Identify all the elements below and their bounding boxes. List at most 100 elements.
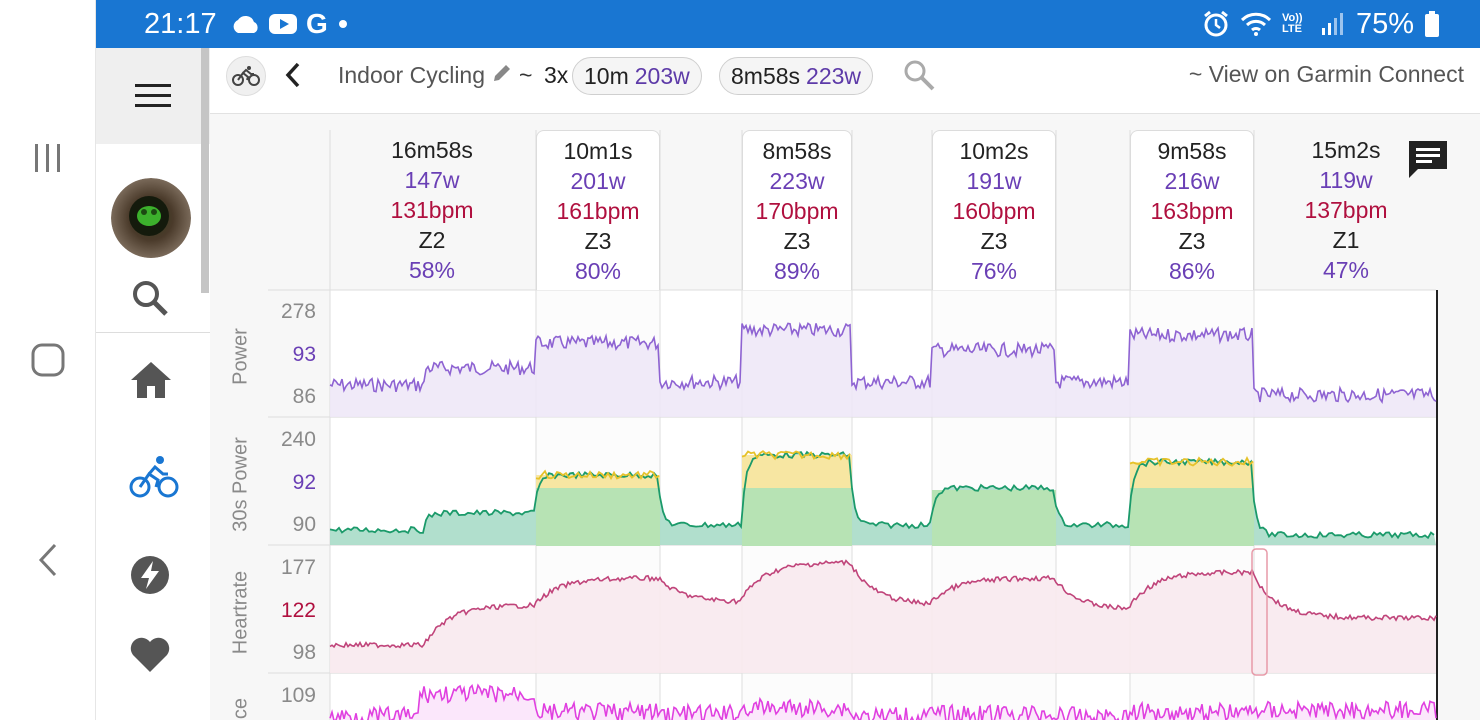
sidebar-divider	[96, 332, 210, 333]
interval-duration: 8m58s	[762, 138, 832, 164]
panel-label-cadence: ce	[229, 697, 252, 720]
interval-power: 119w	[1319, 167, 1373, 193]
dot-icon	[338, 20, 347, 28]
bolt-icon	[131, 556, 169, 594]
header-search-button[interactable]	[902, 58, 936, 97]
status-left-icons: G	[230, 8, 350, 39]
interval-heartrate: 170bpm	[755, 198, 839, 224]
back-nav-icon[interactable]	[0, 540, 96, 580]
interval-percent: 89%	[773, 258, 821, 284]
garmin-connect-link[interactable]: ~ View on Garmin Connect	[1188, 61, 1464, 87]
google-icon: G	[306, 8, 328, 39]
interval-heartrate: 137bpm	[1304, 197, 1388, 223]
interval-heartrate: 163bpm	[1150, 198, 1234, 224]
status-right-icons: Vo)) LTE 75%	[1202, 8, 1440, 40]
interval-heartrate: 160bpm	[952, 198, 1036, 224]
activity-title[interactable]: Indoor Cycling	[338, 62, 486, 88]
heartrate-selection-marker	[1251, 548, 1268, 676]
app-sidebar	[96, 48, 210, 720]
search-icon	[133, 281, 168, 316]
alarm-icon	[1204, 10, 1228, 37]
zone-green-band	[932, 490, 1056, 546]
volte-icon: Vo)) LTE	[1281, 12, 1303, 35]
tick-label: 240	[280, 428, 316, 451]
home-nav-icon[interactable]	[0, 340, 96, 380]
bike-icon	[232, 66, 260, 86]
sidebar-search[interactable]	[130, 278, 170, 323]
interval-duration: 9m58s	[1157, 138, 1227, 164]
interval-stat-6[interactable]: 15m2s 119w 137bpm Z1 47%	[1256, 130, 1436, 290]
interval-percent: 47%	[1322, 257, 1370, 283]
interval-zone: Z3	[783, 228, 811, 254]
back-button[interactable]	[282, 60, 304, 95]
bike-icon	[129, 456, 179, 498]
tilde-separator: ~	[519, 62, 533, 88]
sidebar-item-health[interactable]	[129, 636, 171, 679]
sidebar-item-cycling[interactable]	[129, 454, 179, 505]
zone-yellow-band	[1130, 462, 1254, 488]
recents-icon[interactable]	[0, 138, 96, 178]
tick-label: 86	[292, 385, 316, 408]
power30-peak-line	[741, 450, 851, 461]
tick-label: 177	[280, 556, 316, 579]
interval-zone: Z1	[1332, 227, 1360, 253]
interval-power: 191w	[966, 168, 1022, 194]
tick-label: 122	[280, 599, 316, 622]
interval-stat-2[interactable]: 10m1s 201w 161bpm Z3 80%	[536, 130, 660, 290]
wifi-icon	[1240, 12, 1272, 36]
panel-label-power: Power	[229, 328, 252, 385]
chip-duration: 10m	[584, 62, 629, 89]
interval-duration: 10m1s	[563, 138, 633, 164]
avatar[interactable]	[111, 178, 191, 258]
sidebar-item-home[interactable]	[129, 360, 173, 405]
chip-power: 203w	[634, 62, 690, 89]
home-icon	[131, 362, 171, 398]
interval-stat-3[interactable]: 8m58s 223w 170bpm Z3 89%	[742, 130, 852, 290]
interval-power: 147w	[404, 167, 460, 193]
battery-icon	[1425, 11, 1439, 37]
zone-green-band	[742, 488, 852, 546]
sidebar-item-power[interactable]	[129, 554, 171, 601]
youtube-icon	[269, 14, 297, 34]
status-bar: 21:17 G Vo)) LTE 75%	[96, 0, 1480, 48]
tick-label: 98	[292, 641, 316, 664]
interval-zone: Z3	[584, 228, 612, 254]
activity-type-button[interactable]	[226, 56, 266, 96]
interval-stat-1[interactable]: 16m58s 147w 131bpm Z2 58%	[330, 130, 534, 290]
power-line	[329, 321, 1437, 404]
cadence-line	[329, 683, 1437, 720]
comment-button[interactable]	[1406, 138, 1450, 185]
status-time: 21:17	[144, 8, 217, 40]
cloud-icon	[233, 15, 258, 33]
interval-percent: 58%	[408, 257, 456, 283]
interval-percent: 76%	[970, 258, 1018, 284]
edit-title-button[interactable]	[492, 63, 512, 88]
comment-icon	[1409, 141, 1447, 178]
interval-stat-4[interactable]: 10m2s 191w 160bpm Z3 76%	[932, 130, 1056, 290]
signal-icon	[1321, 13, 1343, 35]
heartrate-area	[330, 560, 1436, 673]
tick-label: 90	[292, 513, 316, 536]
search-icon	[904, 60, 935, 91]
sidebar-scrollbar[interactable]	[201, 48, 209, 293]
power30-peak-line	[535, 469, 660, 481]
heart-icon	[130, 637, 170, 672]
chevron-left-icon	[285, 62, 300, 88]
charts-svg[interactable]	[210, 114, 1480, 720]
interval-stat-5[interactable]: 9m58s 216w 163bpm Z3 86%	[1130, 130, 1254, 290]
power-area	[330, 323, 1436, 417]
interval-chip-1[interactable]: 10m 203w	[572, 57, 702, 95]
zone-green-band	[1130, 488, 1254, 546]
tick-label: 92	[292, 471, 316, 494]
interval-zone: Z2	[418, 227, 446, 253]
menu-button[interactable]	[96, 48, 210, 144]
repeat-count: 3x	[544, 62, 569, 88]
panel-label-heartrate: Heartrate	[229, 570, 252, 655]
interval-percent: 86%	[1168, 258, 1216, 284]
interval-chip-2[interactable]: 8m58s 223w	[719, 57, 874, 95]
interval-duration: 16m58s	[391, 137, 473, 163]
interval-power: 216w	[1164, 168, 1220, 194]
interval-zone: Z3	[980, 228, 1008, 254]
interval-zone: Z3	[1178, 228, 1206, 254]
zone-yellow-band	[742, 455, 852, 488]
